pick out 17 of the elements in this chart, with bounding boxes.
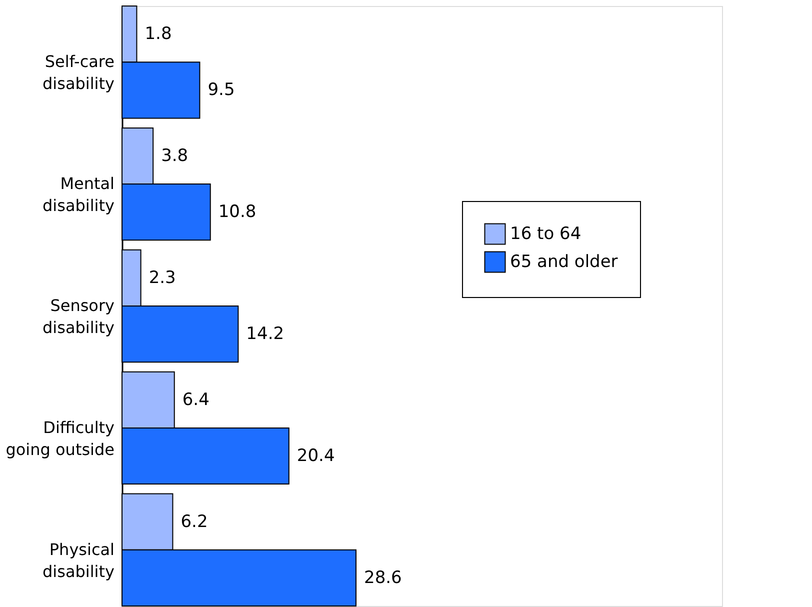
y-tick-label: Self-care disability [42,52,114,94]
y-tick-label: Sensory disability [42,296,114,337]
legend-label: 16 to 64 [510,224,582,244]
data-label: 6.4 [182,390,210,410]
legend-label: 65 and older [510,252,618,272]
data-label: 1.8 [144,24,172,44]
data-label: 3.8 [161,146,188,166]
data-label: 20.4 [296,446,335,466]
y-tick-label: Mental disability [42,174,114,216]
y-tick-label: Difficulty going outside [6,418,114,459]
data-label: 2.3 [148,268,176,288]
data-label: 14.2 [246,324,284,344]
data-label: 9.5 [208,80,235,100]
data-label: 6.2 [180,512,208,532]
y-tick-label: Physical disability [42,540,114,581]
data-label: 28.6 [364,568,402,588]
data-label: 10.8 [218,202,256,222]
